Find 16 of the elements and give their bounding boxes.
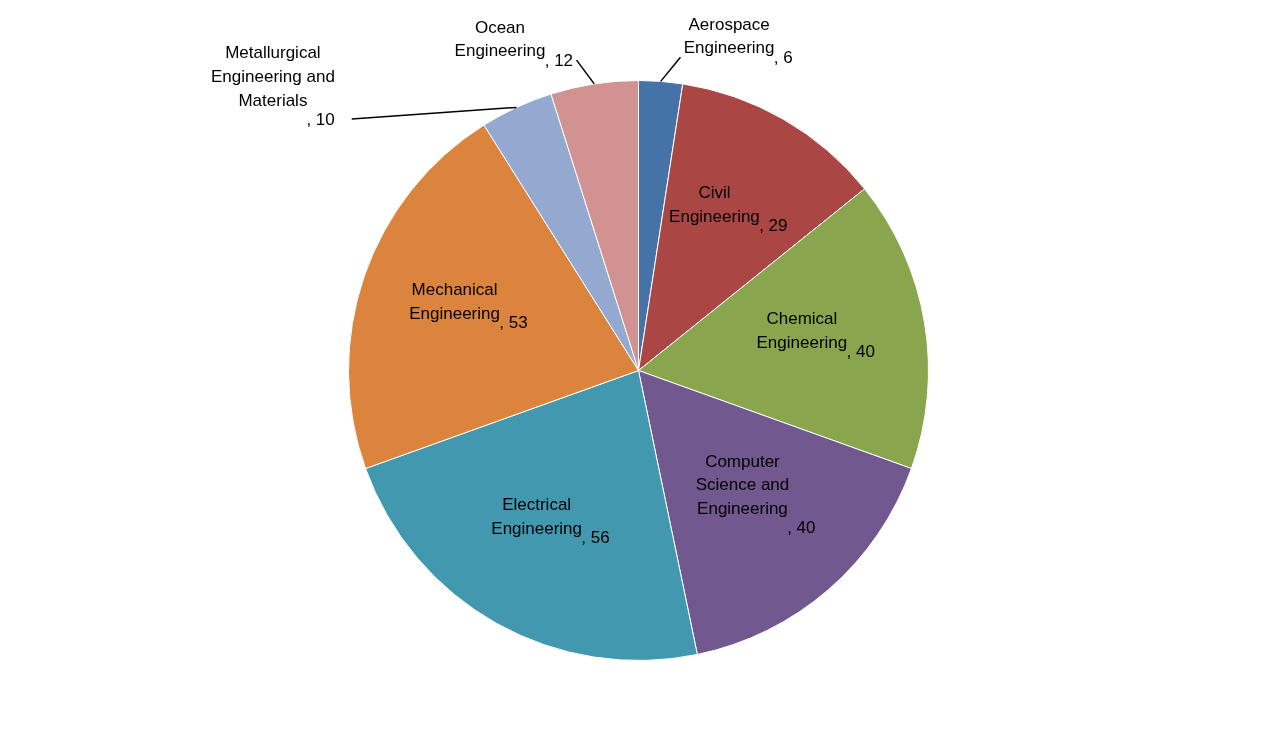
slice-label: Ocean Engineering — [454, 17, 546, 61]
slice-label: Civil Engineering — [669, 182, 760, 226]
data-label: , 40 — [787, 518, 816, 537]
data-label: , 10 — [306, 109, 335, 129]
slice-label: Metallurgical Engineering and Materials — [211, 43, 335, 110]
data-label: , 40 — [846, 341, 875, 361]
slice-label: Mechanical Engineering — [409, 279, 500, 323]
data-label: , 29 — [759, 215, 788, 235]
slice-label: Chemical Engineering — [756, 308, 848, 352]
slice-label: Computer Science and Engineering — [695, 451, 790, 519]
data-label: , 6 — [773, 47, 793, 67]
data-label: , 12 — [544, 50, 574, 70]
data-label: , 53 — [499, 313, 528, 333]
slice-label: Aerospace Engineering — [683, 14, 775, 58]
slice-label: Electrical Engineering — [491, 495, 583, 539]
data-label: , 56 — [581, 528, 610, 548]
